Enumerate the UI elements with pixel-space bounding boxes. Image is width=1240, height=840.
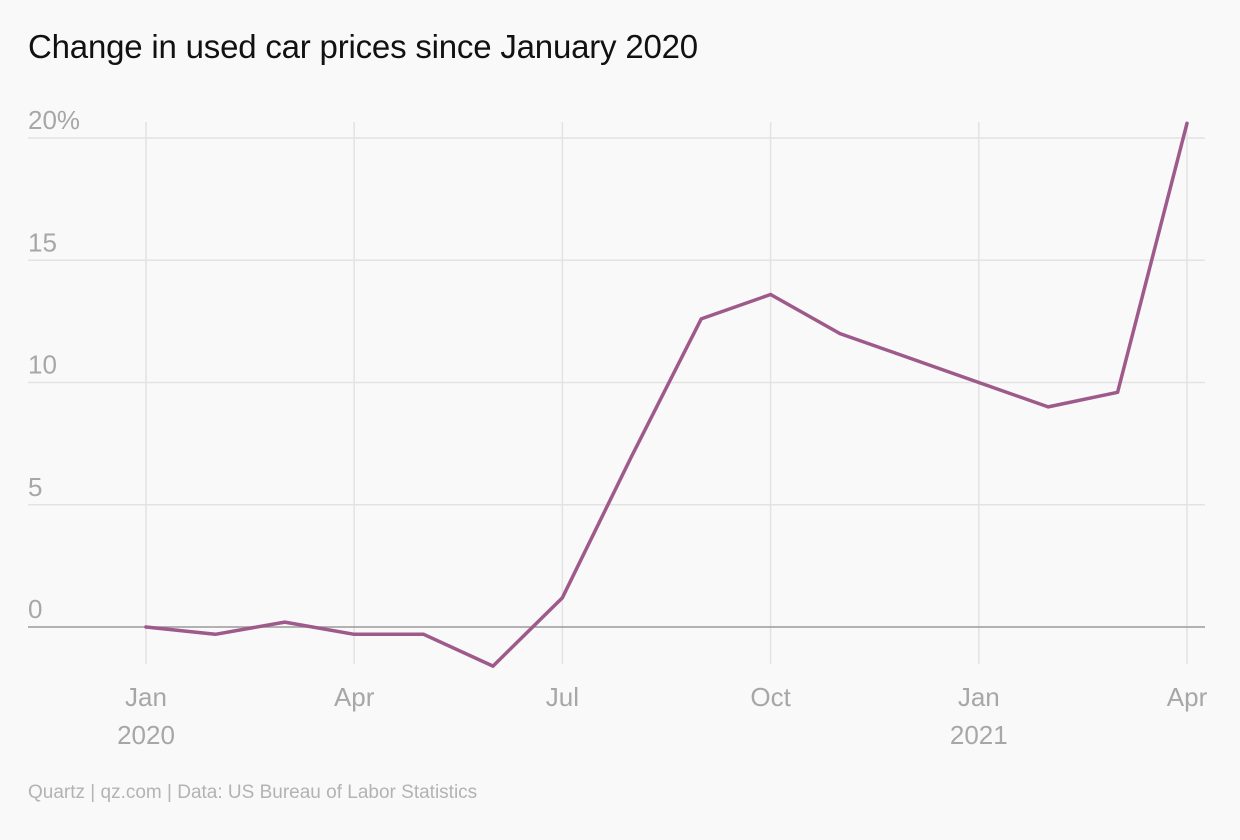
grid-layer: [28, 122, 1205, 664]
x-tick-label: Oct: [750, 682, 791, 712]
x-tick-label: Jan: [125, 682, 167, 712]
y-tick-label: 10: [28, 350, 57, 380]
data-point: [422, 632, 426, 636]
x-tick-label: Apr: [334, 682, 375, 712]
x-tick-label: Apr: [1167, 682, 1208, 712]
data-point: [699, 317, 703, 321]
data-point: [560, 596, 565, 600]
y-tick-label: 20%: [28, 105, 80, 135]
y-tick-label: 15: [28, 227, 57, 257]
data-point: [144, 625, 148, 629]
series-layer: [144, 121, 1189, 668]
data-point: [907, 356, 912, 360]
data-point: [838, 332, 842, 336]
data-point: [630, 454, 634, 458]
label-layer: Jan 2020 Apr Jul Oct Jan 2021 Apr 0 5 10 15 20%: [28, 105, 1208, 750]
chart-title: Change in used car prices since January …: [28, 28, 698, 65]
data-point: [769, 292, 773, 297]
source-note: Quartz | qz.com | Data: US Bureau of Lab…: [28, 782, 478, 803]
x-tick-label: Jan: [958, 682, 1000, 712]
data-point: [1185, 121, 1189, 125]
data-point: [1046, 405, 1050, 409]
data-point: [283, 620, 287, 624]
y-tick-label: 0: [28, 594, 42, 624]
data-point: [491, 664, 495, 668]
data-point: [1116, 390, 1120, 394]
data-point: [352, 632, 356, 636]
x-tick-year-label: 2020: [117, 720, 175, 750]
data-point: [213, 632, 217, 636]
data-point: [977, 380, 981, 385]
x-tick-label: Jul: [546, 682, 579, 712]
y-tick-label: 5: [28, 472, 42, 502]
price-change-line: [144, 121, 1189, 668]
x-tick-year-label: 2021: [950, 720, 1008, 750]
